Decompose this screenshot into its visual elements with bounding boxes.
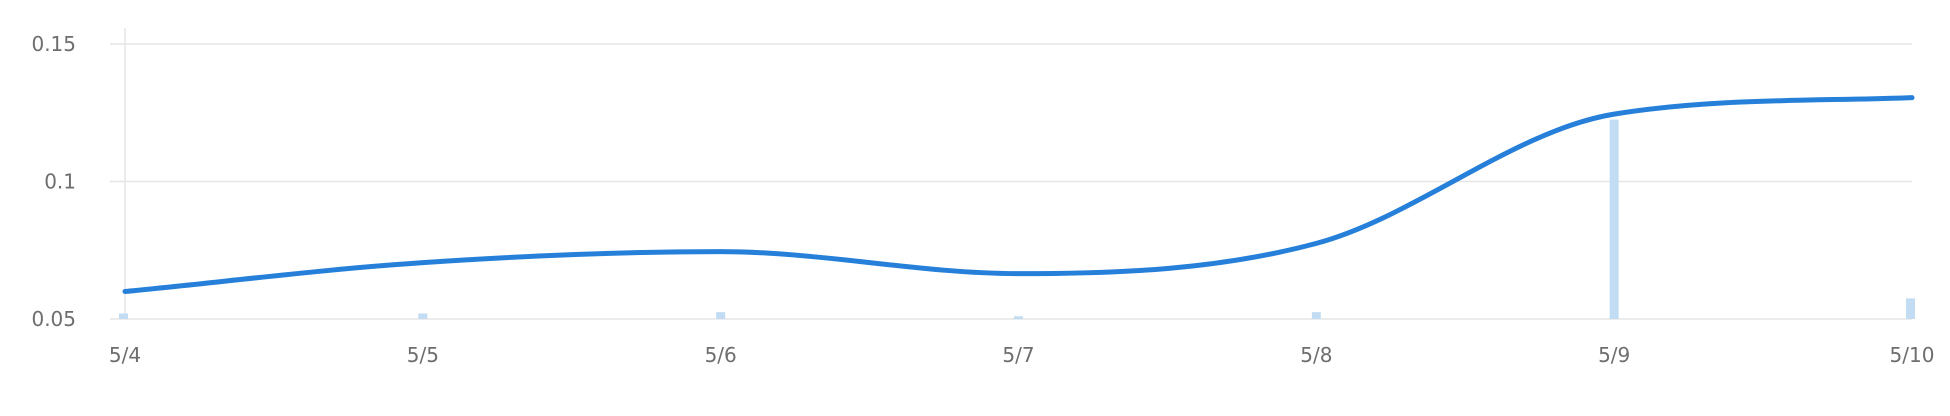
bar-5/9 xyxy=(1609,119,1619,319)
y-tick-label: 0.05 xyxy=(31,307,76,331)
x-tick-label: 5/9 xyxy=(1598,343,1630,367)
y-tick-label: 0.15 xyxy=(31,32,76,56)
bar-5/8 xyxy=(1311,312,1321,319)
bar-series xyxy=(119,119,1915,319)
x-tick-label: 5/5 xyxy=(407,343,439,367)
x-tick-label: 5/4 xyxy=(109,343,141,367)
bar-5/7 xyxy=(1014,316,1023,319)
series-line-path xyxy=(122,95,1915,294)
bar-5/5 xyxy=(418,313,428,319)
x-tick-label: 5/8 xyxy=(1300,343,1332,367)
x-axis-tick-labels: 5/4 5/5 5/6 5/7 5/8 5/9 5/10 xyxy=(109,343,1935,367)
y-axis-tick-labels: 0.05 0.1 0.15 xyxy=(31,32,76,331)
x-tick-label: 5/10 xyxy=(1890,343,1935,367)
bar-5/6 xyxy=(716,312,726,319)
line-series xyxy=(122,95,1915,294)
x-tick-label: 5/7 xyxy=(1002,343,1034,367)
bar-5/10 xyxy=(1906,298,1915,319)
bar-5/4 xyxy=(119,313,128,319)
x-tick-label: 5/6 xyxy=(705,343,737,367)
y-tick-label: 0.1 xyxy=(44,170,76,194)
